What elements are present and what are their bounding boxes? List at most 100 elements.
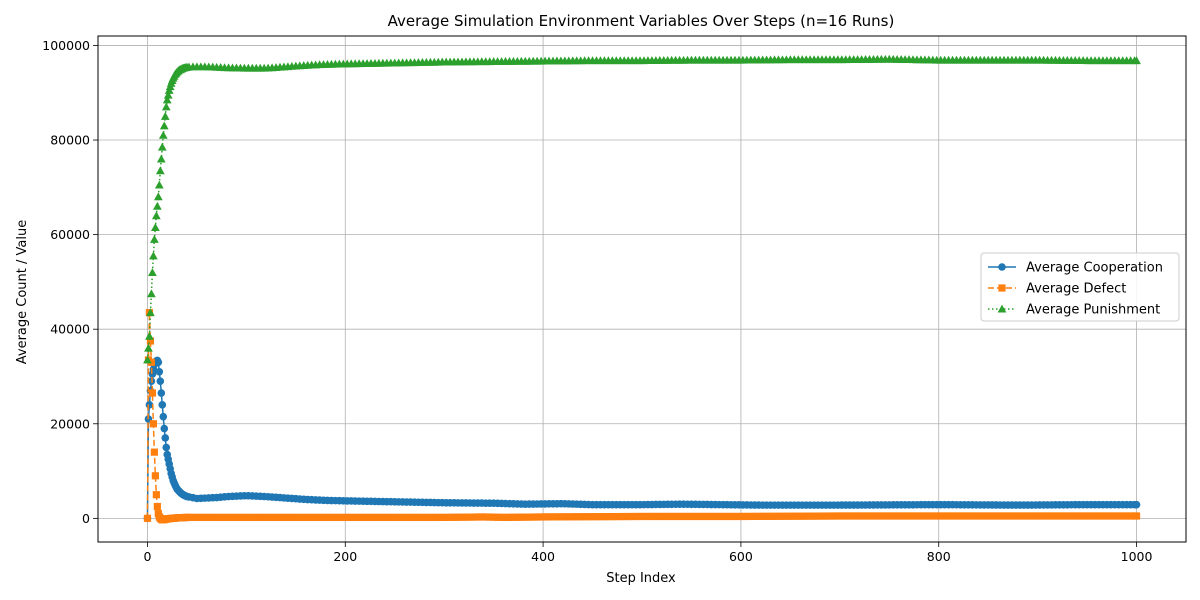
data-point [327,513,336,522]
data-point [996,512,1004,520]
data-point [1091,512,1099,520]
data-point [276,513,284,522]
data-point [968,512,976,520]
data-point [442,513,450,521]
data-point [145,331,154,340]
data-point [537,513,545,521]
data-point [675,512,684,521]
data-point [581,513,589,521]
data-point [252,513,260,522]
data-point [236,513,245,522]
data-point [893,512,901,520]
data-point [406,513,415,522]
data-point [917,512,925,520]
data-point [149,420,157,428]
data-point [672,512,680,521]
data-point [759,512,767,520]
data-point [644,512,652,521]
data-point [826,512,834,520]
data-point [980,512,988,520]
data-point [162,443,171,452]
data-point [1099,512,1107,520]
data-point [620,512,628,521]
data-point [640,512,648,521]
data-point [897,512,905,520]
data-point [632,512,640,521]
data-point [731,512,739,521]
data-point [244,513,252,522]
data-point [1016,512,1024,520]
data-point [1067,512,1075,520]
data-point [383,513,391,522]
data-point [272,513,280,522]
data-point [976,512,984,520]
data-point [426,513,434,522]
data-point [798,512,806,520]
data-point [1036,512,1044,520]
data-point [148,268,157,276]
data-point [569,513,577,521]
data-point [205,513,213,522]
data-point [422,513,430,522]
data-point [972,512,980,520]
data-point [577,513,585,521]
data-point [763,512,771,520]
data-point [1132,56,1141,65]
data-point [549,513,557,521]
legend-label: Average Punishment [1026,303,1160,318]
data-point [387,513,395,522]
data-point [869,512,878,520]
data-point [707,512,715,521]
data-point [150,448,158,456]
data-point [1115,512,1123,520]
y-axis-label: Average Count / Value [15,220,30,364]
x-tick-label: 0 [143,549,151,564]
data-point [414,513,423,522]
data-point [948,512,957,520]
data-point [209,513,217,522]
data-point [668,512,676,521]
data-point [1127,512,1135,520]
data-point [755,512,763,520]
data-point [984,512,992,520]
data-point [557,513,565,521]
data-point [160,112,170,120]
data-point [861,512,870,520]
x-tick-label: 400 [531,549,555,564]
data-point [873,512,882,520]
data-point [339,513,347,522]
data-point [154,180,164,189]
data-point [933,512,941,520]
y-tick-label: 20000 [50,416,90,431]
data-point [865,512,874,520]
data-point [877,512,885,520]
data-point [1020,512,1028,520]
data-point [988,512,996,520]
data-point [155,367,164,376]
data-point [268,513,276,522]
x-tick-label: 1000 [1121,549,1153,564]
data-point [723,512,731,521]
data-point [739,512,747,521]
data-point [1079,512,1087,520]
y-tick-label: 100000 [42,38,90,53]
data-point [660,512,668,521]
data-point [482,513,490,521]
data-point [664,512,672,521]
data-point [146,308,155,317]
data-point [929,512,937,520]
legend-marker [998,284,1006,292]
data-point [144,343,153,352]
data-point [794,512,802,520]
data-point [185,513,193,522]
data-point [232,513,241,522]
legend-entry: Average Defect [988,282,1126,297]
data-point [1063,512,1071,520]
data-point [150,223,160,232]
data-point [162,95,172,104]
data-point [596,513,605,521]
data-point [438,513,446,522]
data-point [1043,512,1052,520]
data-point [1032,512,1040,520]
